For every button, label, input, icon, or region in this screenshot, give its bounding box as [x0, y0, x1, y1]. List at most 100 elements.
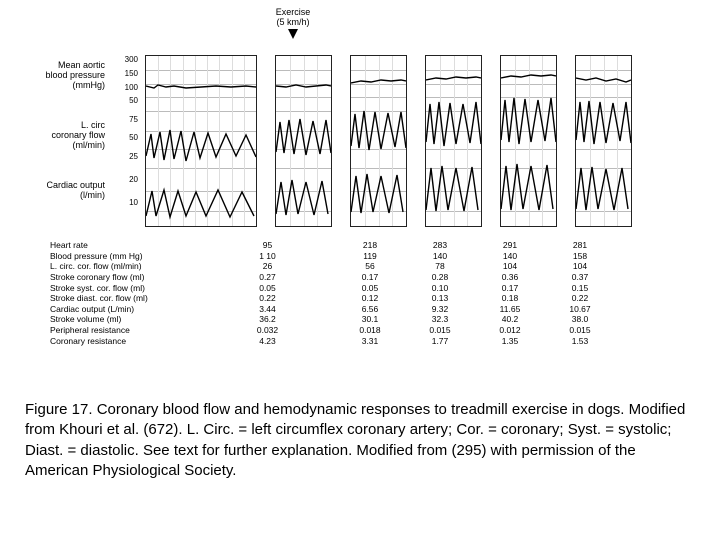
table-cell: 56 — [335, 261, 405, 272]
trace-bp — [576, 78, 631, 82]
chart-panel: 5 s — [275, 55, 332, 227]
table-cell: 0.17 — [475, 283, 545, 294]
table-cell: 0.15 — [545, 283, 615, 294]
table-cell: 0.05 — [335, 283, 405, 294]
y-tick: 150 — [125, 69, 138, 78]
chart-panel: 15 s — [500, 55, 557, 227]
table-row: Heart rate95218283291281 — [50, 240, 615, 251]
table-cell: 291 — [475, 240, 545, 251]
table-cell: 104 — [545, 261, 615, 272]
table-row: Blood pressure (mm Hg)1 10119140140158 — [50, 251, 615, 262]
row-label: Stroke syst. cor. flow (ml) — [50, 283, 200, 294]
row-label: Cardiac output (L/min) — [50, 304, 200, 315]
trace-svg — [426, 56, 481, 226]
trace-flow — [351, 111, 406, 150]
table-row: Stroke syst. cor. flow (ml)0.050.050.100… — [50, 283, 615, 294]
table-row: Peripheral resistance0.0320.0180.0150.01… — [50, 325, 615, 336]
table-cell: 140 — [475, 251, 545, 262]
table-cell: 1.77 — [405, 336, 475, 347]
trace-flow — [146, 130, 256, 161]
chart-area: Exercise (5 km/h) Mean aortic blood pres… — [30, 15, 670, 275]
table-cell: 0.018 — [335, 325, 405, 336]
trace-bp — [276, 85, 331, 87]
table-cell: 78 — [405, 261, 475, 272]
y-tick: 75 — [129, 115, 138, 124]
table-cell: 1.53 — [545, 336, 615, 347]
trace-co — [501, 164, 553, 210]
table-cell: 283 — [405, 240, 475, 251]
arrow-down-icon — [288, 29, 298, 39]
table-cell: 281 — [545, 240, 615, 251]
table-row: Stroke diast. cor. flow (ml)0.220.120.13… — [50, 293, 615, 304]
trace-co — [426, 166, 478, 211]
y-tick: 20 — [129, 175, 138, 184]
table-cell: 1 10 — [200, 251, 335, 262]
table-cell: 0.27 — [200, 272, 335, 283]
trace-flow — [426, 102, 481, 146]
table-row: Coronary resistance4.233.311.771.351.53 — [50, 336, 615, 347]
table-cell: 0.10 — [405, 283, 475, 294]
table-cell: 10.67 — [545, 304, 615, 315]
row-label: Stroke coronary flow (ml) — [50, 272, 200, 283]
table-cell: 38.0 — [545, 314, 615, 325]
panels-row: Controll 5 s 12 s 35 s 15 s 3 min. — [145, 55, 632, 227]
table-row: Cardiac output (L/min)3.446.569.3211.651… — [50, 304, 615, 315]
y-tick: 50 — [129, 133, 138, 142]
chart-panel: 3 min. — [575, 55, 632, 227]
table-cell: 0.12 — [335, 293, 405, 304]
trace-bp — [501, 75, 556, 78]
table-cell: 140 — [405, 251, 475, 262]
row-label: Blood pressure (mm Hg) — [50, 251, 200, 262]
trace-bp — [351, 80, 406, 83]
trace-svg — [351, 56, 406, 226]
y-tick: 300 — [125, 55, 138, 64]
row-label: Stroke volume (ml) — [50, 314, 200, 325]
trace-co — [576, 167, 628, 210]
y-axis-label: L. circ coronary flow (ml/min) — [30, 121, 105, 151]
row-label: Peripheral resistance — [50, 325, 200, 336]
table-cell: 104 — [475, 261, 545, 272]
table-cell: 3.44 — [200, 304, 335, 315]
trace-svg — [501, 56, 556, 226]
table-cell: 0.36 — [475, 272, 545, 283]
table-cell: 0.015 — [545, 325, 615, 336]
exercise-text: Exercise (5 km/h) — [263, 7, 323, 27]
trace-svg — [576, 56, 631, 226]
table-row: L. circ. cor. flow (ml/min)265678104104 — [50, 261, 615, 272]
table-cell: 0.015 — [405, 325, 475, 336]
chart-panel: Controll — [145, 55, 257, 227]
table-cell: 0.012 — [475, 325, 545, 336]
y-tick: 10 — [129, 198, 138, 207]
trace-flow — [576, 101, 631, 144]
chart-panel: 12 s — [350, 55, 407, 227]
table-cell: 30.1 — [335, 314, 405, 325]
table-cell: 0.17 — [335, 272, 405, 283]
y-axis-label: Cardiac output (l/min) — [30, 181, 105, 201]
trace-flow — [501, 98, 556, 144]
table-cell: 11.65 — [475, 304, 545, 315]
row-label: L. circ. cor. flow (ml/min) — [50, 261, 200, 272]
table-cell: 0.18 — [475, 293, 545, 304]
table-cell: 0.28 — [405, 272, 475, 283]
table-cell: 36.2 — [200, 314, 335, 325]
table-cell: 9.32 — [405, 304, 475, 315]
table-cell: 158 — [545, 251, 615, 262]
table-cell: 218 — [335, 240, 405, 251]
figure-container: Exercise (5 km/h) Mean aortic blood pres… — [20, 15, 700, 275]
table-cell: 0.13 — [405, 293, 475, 304]
table-cell: 119 — [335, 251, 405, 262]
trace-bp — [426, 77, 481, 80]
table-cell: 40.2 — [475, 314, 545, 325]
table-cell: 4.23 — [200, 336, 335, 347]
y-tick: 25 — [129, 152, 138, 161]
table-cell: 0.032 — [200, 325, 335, 336]
chart-panel: 35 s — [425, 55, 482, 227]
table-cell: 0.37 — [545, 272, 615, 283]
row-label: Coronary resistance — [50, 336, 200, 347]
y-tick: 100 — [125, 83, 138, 92]
row-label: Stroke diast. cor. flow (ml) — [50, 293, 200, 304]
trace-co — [351, 174, 403, 213]
trace-bp — [146, 85, 256, 88]
table-cell: 95 — [200, 240, 335, 251]
trace-svg — [146, 56, 256, 226]
